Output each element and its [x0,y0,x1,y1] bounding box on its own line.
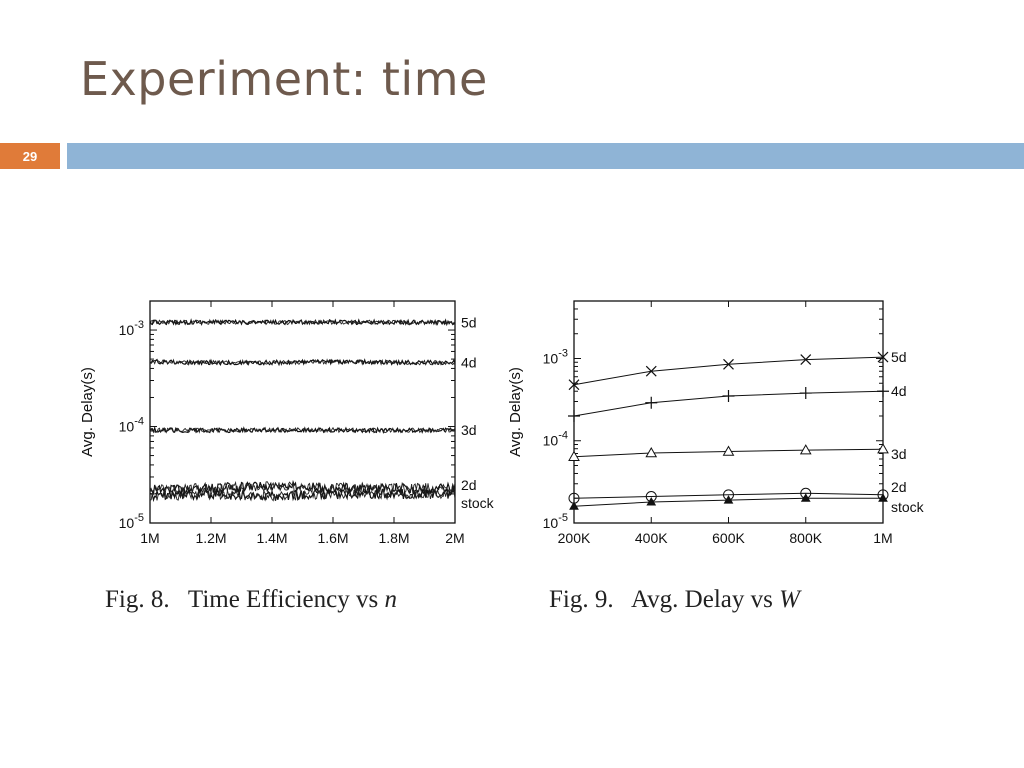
data-point [569,501,579,510]
y-tick-label: 10-3 [543,347,568,366]
series-label: stock [891,499,925,515]
data-point [723,495,734,504]
series-label: 4d [891,383,907,399]
caption-9-prefix: Fig. 9. [549,586,614,613]
series-label: 2d [891,479,907,495]
x-tick-label: 1.2M [195,530,226,546]
data-point [877,385,889,398]
plot-frame [149,300,456,524]
data-point [722,445,735,456]
caption-8-var: n [384,586,397,613]
data-point [645,365,657,377]
series-2d: 2d [149,477,477,496]
chart-time-efficiency: 10-5 10-4 10-3 1M 1.2M 1.4M 1.6M 1.8M 2M Avg. Del… [79,300,495,546]
data-point [645,446,658,458]
x-tick-label: 200K [558,530,591,546]
data-point [878,493,888,502]
series-2d: 2d [568,479,907,504]
x-tick-label: 1M [140,530,159,546]
series-line [149,318,456,326]
page-number-badge: 29 [0,143,60,169]
series-label: 5d [891,349,907,365]
series-3d: 3d [568,443,907,462]
series-label: 3d [461,422,477,438]
data-point [723,358,734,370]
y-tick-label: 10-4 [543,430,568,449]
series-label: stock [461,495,495,511]
y-axis-label: Avg. Delay(s) [79,367,96,457]
data-point [645,396,658,409]
data-point [800,493,811,502]
x-tick-label: 1.6M [317,530,348,546]
data-point [568,379,580,391]
data-point [877,351,889,363]
series-line [573,492,884,499]
caption-8-prefix: Fig. 8. [105,586,170,613]
caption-9-text: Avg. Delay vs [630,586,773,613]
series-line [149,480,456,495]
data-point [800,354,812,366]
y-tick-label: 10-3 [119,319,144,338]
series-3d: 3d [149,422,477,438]
data-point [799,444,812,455]
data-point [568,409,580,422]
series-line [573,356,884,386]
series-stock: stock [149,487,495,511]
x-tick-label: 800K [789,530,822,546]
data-point [722,389,735,402]
series-line [149,487,456,503]
slide-title: Experiment: time [80,52,488,106]
series-label: 3d [891,446,907,462]
y-axis-label: Avg. Delay(s) [507,367,524,457]
series-4d: 4d [568,383,907,422]
series-label: 4d [461,355,477,371]
figure-caption-9: Fig. 9. Avg. Delay vs W [549,586,800,614]
figure-caption-8: Fig. 8. Time Efficiency vs n [105,586,397,614]
data-point [799,387,812,400]
title-accent-bar [67,143,1024,169]
series-line [149,318,456,327]
series-5d: 5d [568,349,907,391]
series-line [149,479,456,496]
series-4d: 4d [149,355,477,371]
data-point [877,443,889,454]
x-tick-label: 400K [635,530,668,546]
data-point [568,450,580,461]
series-label: 2d [461,477,477,493]
x-tick-label: 600K [712,530,745,546]
series-line [149,358,456,366]
y-tick-label: 10-5 [543,512,568,531]
series-line [149,426,456,434]
data-point [646,496,657,506]
series-5d: 5d [149,314,477,330]
x-tick-label: 2M [445,530,464,546]
x-tick-label: 1M [873,530,892,546]
chart-avg-delay: 10-5 10-4 10-3 200K 400K 600K 800K 1M Avg. Delay… [507,300,925,546]
series-stock: stock [569,493,925,515]
y-tick-label: 10-5 [119,512,144,531]
x-tick-label: 1.8M [378,530,409,546]
caption-8-text: Time Efficiency vs [187,586,379,613]
caption-9-var: W [779,586,800,613]
x-tick-label: 1.4M [256,530,287,546]
series-line [149,487,456,502]
y-tick-label: 10-4 [119,416,144,435]
series-label: 5d [461,314,477,330]
